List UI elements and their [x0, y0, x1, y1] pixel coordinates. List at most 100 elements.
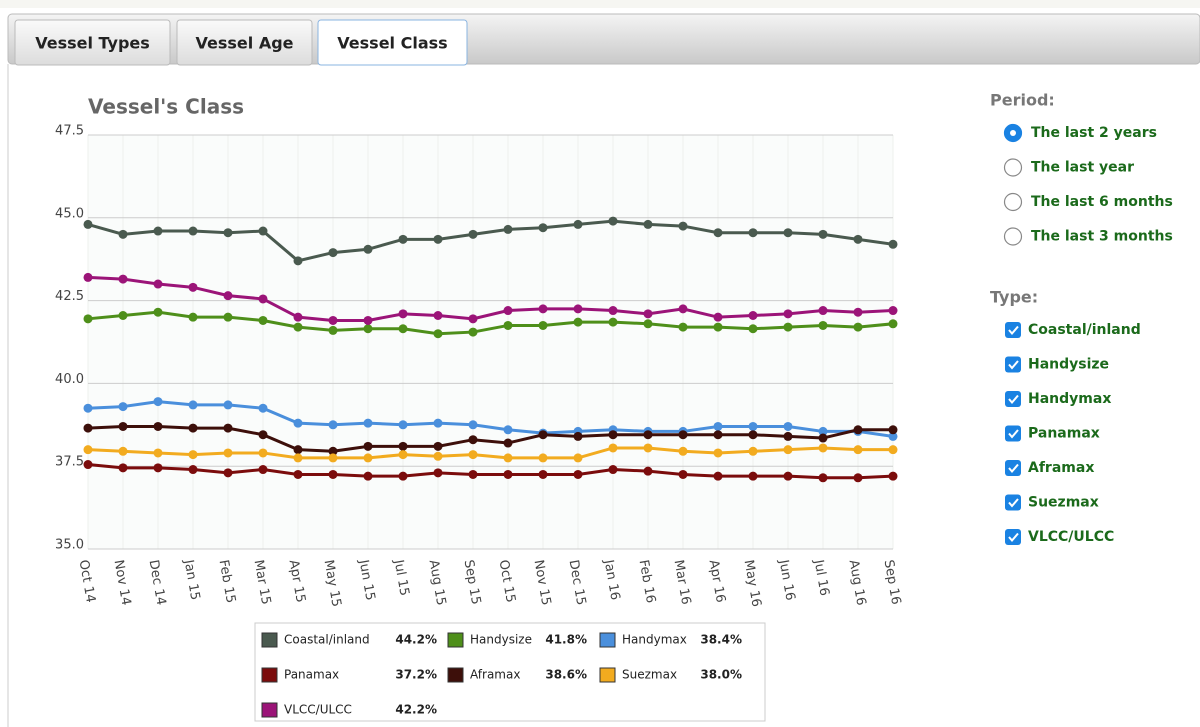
- tab-label[interactable]: Vessel Class: [337, 34, 447, 53]
- point: [153, 226, 163, 236]
- radio[interactable]: [1003, 158, 1023, 177]
- x-tick-label: Jun 16: [775, 558, 797, 602]
- y-tick-label: 42.5: [55, 289, 84, 304]
- checkbox-label[interactable]: VLCC/ULCC: [1028, 529, 1114, 545]
- point: [398, 441, 408, 451]
- checkbox[interactable]: [1005, 425, 1021, 442]
- point: [293, 445, 303, 455]
- point: [223, 312, 233, 322]
- point: [398, 471, 408, 481]
- legend-swatch: [599, 667, 616, 683]
- radio-label[interactable]: The last 3 months: [1031, 229, 1173, 245]
- x-tick-label: Feb 15: [216, 559, 238, 605]
- y-tick-label: 37.5: [55, 455, 84, 470]
- point: [188, 450, 198, 460]
- point: [713, 448, 723, 458]
- x-tick-label: Jul 16: [810, 558, 831, 597]
- chart-title: Vessel's Class: [88, 95, 244, 119]
- legend-name: Suezmax: [622, 668, 677, 682]
- point: [328, 469, 338, 479]
- point: [573, 431, 583, 441]
- tab[interactable]: [14, 19, 171, 66]
- series-line: [87, 424, 893, 453]
- checkbox-label[interactable]: Suezmax: [1028, 495, 1099, 511]
- point: [748, 421, 758, 431]
- point: [888, 319, 898, 329]
- radio-label[interactable]: The last 2 years: [1031, 125, 1157, 141]
- checkbox[interactable]: [1005, 322, 1021, 338]
- radio-label[interactable]: The last 6 months: [1031, 194, 1173, 210]
- checkbox-label[interactable]: Panamax: [1028, 426, 1100, 442]
- x-tick-label: Apr 15: [286, 559, 308, 604]
- legend-value: 38.4%: [700, 633, 742, 647]
- point: [258, 430, 268, 440]
- point: [573, 469, 583, 479]
- point: [433, 311, 443, 321]
- x-tick-label: Mar 15: [251, 559, 274, 606]
- point: [713, 312, 723, 322]
- checkbox-label[interactable]: Handymax: [1028, 391, 1111, 407]
- series-line: [87, 446, 893, 460]
- radio[interactable]: [1003, 227, 1023, 246]
- legend-value: 38.6%: [545, 668, 587, 682]
- point: [818, 473, 828, 483]
- point: [573, 219, 583, 229]
- checkbox[interactable]: [1005, 529, 1021, 545]
- radio-label[interactable]: The last year: [1031, 160, 1134, 176]
- x-tick-label: Nov 15: [531, 559, 554, 607]
- radio[interactable]: [1003, 192, 1023, 212]
- checkbox[interactable]: [1005, 494, 1021, 511]
- point: [363, 244, 373, 254]
- point: [398, 309, 408, 319]
- point: [398, 324, 408, 334]
- checkbox-label[interactable]: Aframax: [1028, 460, 1094, 476]
- legend: [254, 622, 766, 722]
- point: [853, 445, 863, 455]
- point: [118, 402, 128, 412]
- series-line: [87, 219, 894, 263]
- point: [293, 418, 303, 428]
- point: [258, 226, 268, 236]
- checkbox[interactable]: [1005, 460, 1021, 476]
- point: [608, 430, 618, 440]
- point: [398, 450, 408, 460]
- point: [503, 425, 513, 435]
- checkbox-label[interactable]: Handysize: [1028, 357, 1109, 373]
- tab[interactable]: [176, 19, 313, 66]
- point: [223, 468, 233, 478]
- point: [538, 223, 548, 233]
- point: [83, 445, 93, 455]
- point: [328, 315, 338, 325]
- point: [433, 329, 443, 339]
- point: [188, 465, 198, 475]
- point: [468, 314, 478, 324]
- checkbox[interactable]: [1005, 391, 1021, 407]
- point: [223, 448, 233, 458]
- point: [888, 431, 898, 441]
- tab[interactable]: [317, 19, 468, 66]
- point: [363, 471, 373, 481]
- point: [678, 430, 688, 440]
- type-label: Type:: [990, 288, 1038, 307]
- y-tick-label: 45.0: [55, 206, 84, 221]
- point: [468, 450, 478, 460]
- point: [678, 469, 688, 479]
- point: [223, 291, 233, 301]
- point: [188, 226, 198, 236]
- point: [678, 446, 688, 456]
- point: [293, 312, 303, 322]
- point: [538, 453, 548, 463]
- point: [643, 219, 653, 229]
- point: [363, 324, 373, 334]
- tab-label[interactable]: Vessel Types: [35, 34, 150, 53]
- checkbox[interactable]: [1005, 356, 1021, 373]
- point: [468, 229, 478, 239]
- point: [398, 420, 408, 430]
- tab-label[interactable]: Vessel Age: [196, 34, 294, 53]
- legend-name: VLCC/ULCC: [284, 703, 352, 717]
- point: [713, 322, 723, 332]
- point: [748, 228, 758, 238]
- point: [538, 469, 548, 479]
- checkbox-label[interactable]: Coastal/inland: [1028, 322, 1141, 338]
- check-mark: [1008, 498, 1019, 508]
